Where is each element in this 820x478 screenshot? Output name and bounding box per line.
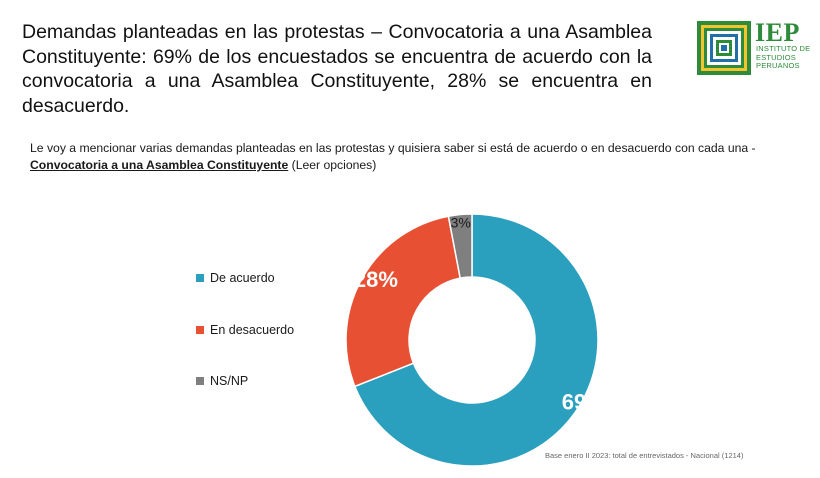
data-label-ns-np: 3%: [451, 215, 471, 231]
question-suffix: (Leer opciones): [288, 158, 377, 172]
iep-logo: IEP INSTITUTO DE ESTUDIOS PERUANOS: [696, 18, 810, 76]
question-text: Le voy a mencionar varias demandas plant…: [30, 141, 756, 155]
donut-slice-ns-np: [447, 213, 473, 279]
slide-title: Demandas planteadas en las protestas – C…: [22, 21, 652, 117]
legend-swatch-ns-np: [196, 377, 204, 385]
legend-item-ns-np: NS/NP: [196, 372, 248, 390]
legend-swatch-de-acuerdo: [196, 274, 204, 282]
legend-item-en-desacuerdo: En desacuerdo: [196, 321, 294, 339]
data-label-de-acuerdo: 69%: [562, 390, 606, 415]
iep-logo-mark-icon: [697, 21, 751, 75]
logo-subtitle: INSTITUTO DE ESTUDIOS PERUANOS: [756, 44, 811, 70]
legend-swatch-en-desacuerdo: [196, 326, 204, 334]
logo-wordmark: IEP: [755, 18, 800, 47]
donut-slice-de-acuerdo: [353, 213, 599, 467]
legend-label-ns-np: NS/NP: [210, 374, 249, 388]
legend-item-de-acuerdo: De acuerdo: [196, 269, 275, 287]
donut-slice-en-desacuerdo: [345, 215, 462, 388]
legend-label-de-acuerdo: De acuerdo: [210, 271, 275, 285]
footer-note: Base enero II 2023: total de entrevistad…: [545, 451, 744, 460]
legend-label-en-desacuerdo: En desacuerdo: [210, 323, 295, 337]
question-topic: Convocatoria a una Asamblea Constituyent…: [30, 158, 289, 172]
survey-question: Le voy a mencionar varias demandas plant…: [30, 140, 800, 174]
data-label-en-desacuerdo: 28%: [354, 267, 398, 292]
